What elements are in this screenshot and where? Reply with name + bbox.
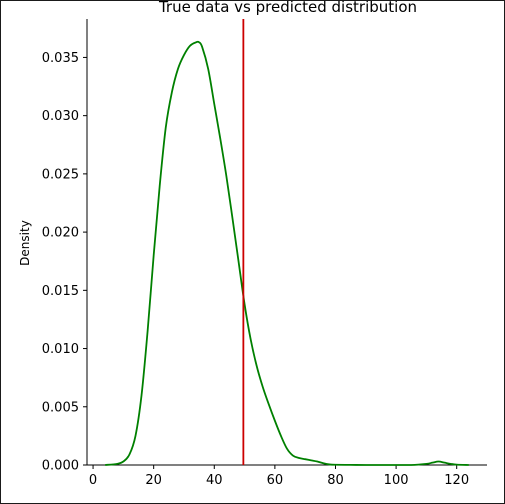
chart-title: True data vs predicted distribution [158, 1, 417, 16]
y-tick-label: 0.010 [42, 342, 79, 357]
y-axis-label: Density [18, 220, 32, 266]
x-tick-label: 40 [206, 473, 223, 488]
ticks: 0 20 40 60 80 100 120 0.000 0.005 0.010 0.015 0.020… [42, 51, 469, 488]
x-tick-label: 120 [444, 473, 469, 488]
y-tick-label: 0.015 [42, 284, 79, 299]
x-tick-label: 0 [89, 473, 97, 488]
y-tick-label: 0.035 [42, 51, 79, 66]
axes [86, 19, 487, 466]
y-tick-label: 0.000 [42, 459, 79, 474]
y-tick-label: 0.005 [42, 400, 79, 415]
x-tick-label: 100 [384, 473, 409, 488]
y-tick-label: 0.030 [42, 109, 79, 124]
kde-series-line [105, 40, 469, 466]
y-tick-label: 0.020 [42, 226, 79, 241]
x-tick-label: 80 [327, 473, 344, 488]
x-tick-label: 60 [267, 473, 284, 488]
y-tick-label: 0.025 [42, 167, 79, 182]
x-tick-label: 20 [145, 473, 162, 488]
